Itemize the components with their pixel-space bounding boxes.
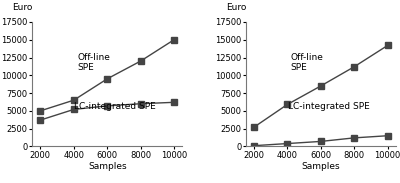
Text: Off-line
SPE: Off-line SPE	[77, 53, 110, 72]
X-axis label: Samples: Samples	[88, 162, 126, 171]
Text: Off-line
SPE: Off-line SPE	[291, 53, 324, 72]
Text: LC-integrated SPE: LC-integrated SPE	[288, 102, 370, 111]
Text: Euro: Euro	[12, 3, 33, 12]
Text: Euro: Euro	[226, 3, 246, 12]
X-axis label: Samples: Samples	[302, 162, 340, 171]
Text: LC-integrated SPE: LC-integrated SPE	[74, 102, 156, 111]
